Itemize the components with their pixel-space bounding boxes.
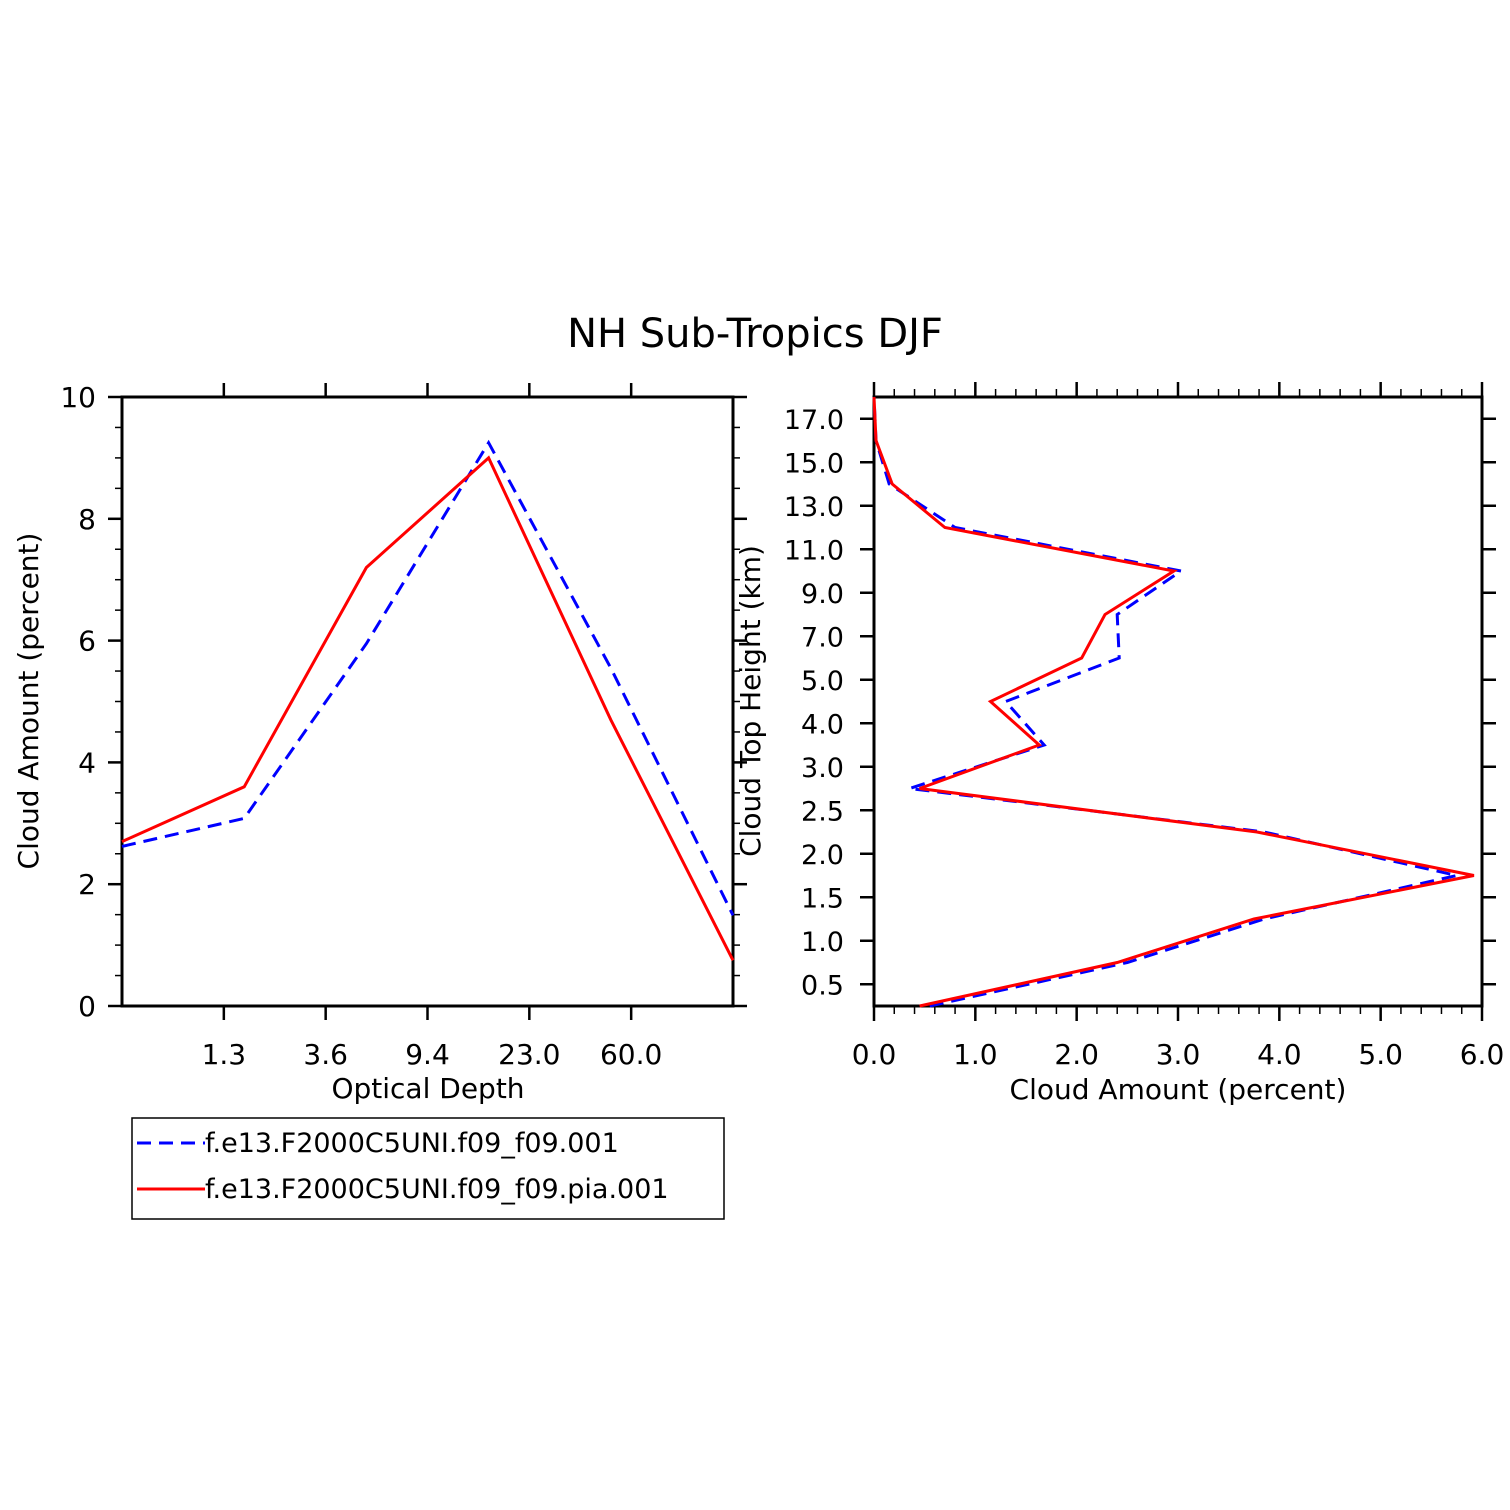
left-x-axis-label: Optical Depth: [331, 1072, 524, 1105]
left-x-tick-label: 3.6: [303, 1038, 348, 1071]
right-y-tick-label: 1.5: [801, 883, 844, 914]
legend-box: [131, 1117, 725, 1220]
right-y-tick-label: 9.0: [801, 579, 844, 610]
right-series-line-2: [872, 396, 1475, 1008]
legend: f.e13.F2000C5UNI.f09_f09.001 f.e13.F2000…: [131, 1117, 725, 1220]
right-y-tick-label: 0.5: [801, 970, 844, 1001]
right-series: [872, 396, 1475, 1008]
right-plot-frame: [872, 395, 1484, 1008]
right-y-tick-label: 11.0: [784, 535, 844, 566]
legend-label-model1: f.e13.F2000C5UNI.f09_f09.001: [205, 1128, 619, 1159]
right-x-axis-label: Cloud Amount (percent): [1010, 1073, 1347, 1106]
left-y-tick-label: 8: [78, 503, 96, 536]
right-x-tick-label: 5.0: [1358, 1038, 1403, 1071]
right-x-tick-label: 1.0: [953, 1038, 998, 1071]
right-y-tick-label: 3.0: [801, 753, 844, 784]
left-y-tick-label: 10: [60, 381, 96, 414]
optical-depth-panel: 0 2 4 6 8 10 1.3 3.6 9.4 23.0 60.0 Optical Depth C…: [12, 381, 747, 1105]
left-y-tick-label: 0: [78, 990, 96, 1023]
left-x-tick-label: 9.4: [405, 1038, 450, 1071]
left-x-tick-label: 23.0: [498, 1038, 560, 1071]
left-plot-frame: [120, 395, 735, 1008]
right-y-tick-label: 13.0: [784, 492, 844, 523]
right-ticks: 0.0 1.0 2.0 3.0 4.0 5.0 6.0 0.5 1.0 1.5 2.0 2.5 3.0 4…: [784, 382, 1504, 1071]
right-x-tick-label: 4.0: [1257, 1038, 1302, 1071]
left-y-tick-label: 6: [78, 625, 96, 658]
right-y-tick-label: 15.0: [784, 448, 844, 479]
left-y-tick-label: 4: [78, 746, 96, 779]
right-series-line-1: [872, 396, 1458, 1008]
right-y-tick-label: 4.0: [801, 709, 844, 740]
left-ticks: 0 2 4 6 8 10 1.3 3.6 9.4 23.0 60.0: [60, 381, 747, 1071]
left-y-tick-label: 2: [78, 868, 96, 901]
right-y-tick-label: 5.0: [801, 666, 844, 697]
left-x-tick-label: 1.3: [202, 1038, 247, 1071]
right-y-tick-label: 7.0: [801, 622, 844, 653]
left-x-tick-label: 60.0: [600, 1038, 662, 1071]
right-y-tick-label: 1.0: [801, 927, 844, 958]
figure-title: NH Sub-Tropics DJF: [567, 311, 943, 357]
right-y-axis-label: Cloud Top Height (km): [734, 545, 767, 857]
left-y-axis-label: Cloud Amount (percent): [12, 533, 45, 870]
left-series-line-2: [121, 455, 735, 961]
right-y-tick-label: 2.5: [801, 796, 844, 827]
right-x-tick-label: 2.0: [1054, 1038, 1099, 1071]
right-x-tick-label: 6.0: [1460, 1038, 1505, 1071]
legend-label-model2: f.e13.F2000C5UNI.f09_f09.pia.001: [205, 1174, 669, 1205]
right-x-tick-label: 0.0: [852, 1038, 897, 1071]
right-y-tick-label: 17.0: [784, 405, 844, 436]
right-y-tick-label: 2.0: [801, 840, 844, 871]
cloud-top-height-panel: 0.0 1.0 2.0 3.0 4.0 5.0 6.0 0.5 1.0 1.5 2.0 2.5 3.0 4…: [734, 382, 1504, 1106]
right-x-tick-label: 3.0: [1156, 1038, 1201, 1071]
left-series: [121, 439, 735, 961]
